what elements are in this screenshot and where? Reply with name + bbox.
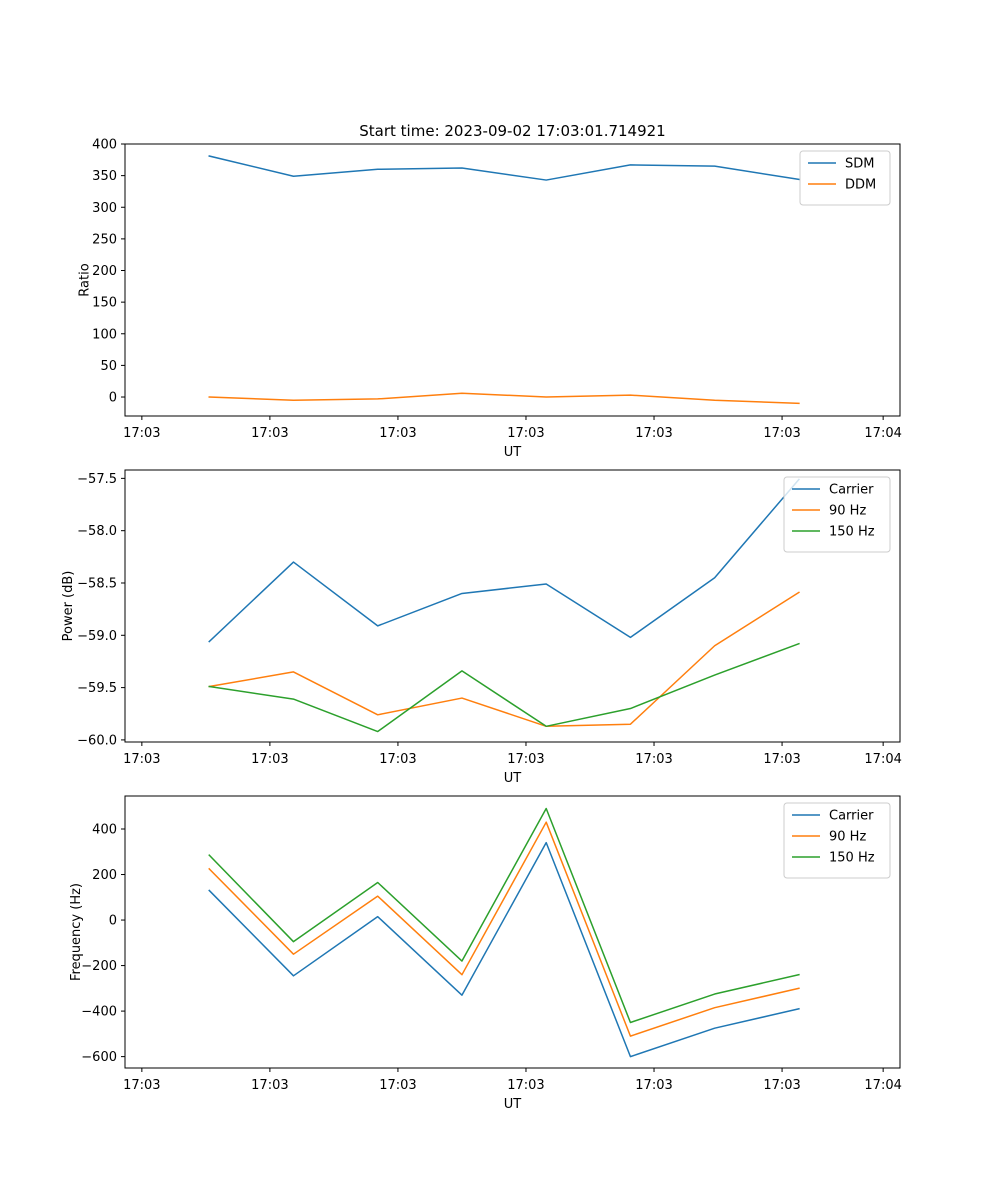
y-tick-label: −600 xyxy=(81,1050,117,1065)
y-tick-label: 250 xyxy=(92,232,117,247)
x-tick-label: 17:03 xyxy=(379,752,416,767)
legend-box xyxy=(799,150,891,206)
legend-label-150-hz: 150 Hz xyxy=(829,851,875,866)
x-tick-label: 17:04 xyxy=(864,426,901,441)
x-tick-label: 17:03 xyxy=(763,752,800,767)
x-tick-label: 17:03 xyxy=(763,1078,800,1093)
x-tick-label: 17:03 xyxy=(123,426,160,441)
series-line-carrier xyxy=(208,478,800,643)
y-tick-label: 350 xyxy=(92,169,117,184)
y-axis-label: Frequency (Hz) xyxy=(69,883,84,981)
axes-frame xyxy=(124,469,901,743)
x-tick-label: 17:03 xyxy=(251,752,288,767)
legend-box xyxy=(783,802,891,879)
x-tick-label: 17:04 xyxy=(864,752,901,767)
legend: SDM DDM xyxy=(799,150,891,206)
y-tick-label: −58.0 xyxy=(77,524,117,539)
frequency-panel: 17:03 17:03 17:03 17:03 17:03 17:03 17:04 −600 −… xyxy=(69,795,902,1112)
series-line-150-hz xyxy=(208,807,800,1024)
x-tick-label: 17:04 xyxy=(864,1078,901,1093)
x-tick-label: 17:03 xyxy=(251,1078,288,1093)
x-axis-label: UT xyxy=(504,445,522,460)
legend-box xyxy=(783,476,891,553)
legend-label-carrier: Carrier xyxy=(829,483,874,498)
x-axis-label: UT xyxy=(504,771,522,786)
y-tick-label: −60.0 xyxy=(77,733,117,748)
series-line-150-hz xyxy=(208,642,800,733)
x-tick-label: 17:03 xyxy=(507,752,544,767)
legend: Carrier 90 Hz 150 Hz xyxy=(783,476,891,553)
axes-frame xyxy=(124,143,901,417)
x-axis-label: UT xyxy=(504,1097,522,1112)
y-tick-label: 200 xyxy=(92,264,117,279)
y-tick-label: −58.5 xyxy=(77,576,117,591)
y-tick-label: 0 xyxy=(109,391,117,406)
y-tick-label: 400 xyxy=(92,823,117,838)
y-axis-label: Power (dB) xyxy=(61,571,76,642)
x-tick-label: 17:03 xyxy=(507,426,544,441)
power-panel: 17:03 17:03 17:03 17:03 17:03 17:03 17:04 −60.0… xyxy=(61,469,902,786)
legend-label-sdm: SDM xyxy=(845,157,874,172)
legend-label-150-hz: 150 Hz xyxy=(829,525,875,540)
series-line-carrier xyxy=(208,841,800,1058)
series-line-sdm xyxy=(208,155,800,181)
x-tick-label: 17:03 xyxy=(635,752,672,767)
y-tick-label: −59.5 xyxy=(77,681,117,696)
y-tick-label: 50 xyxy=(100,359,117,374)
axes-frame xyxy=(124,795,901,1069)
y-tick-label: −57.5 xyxy=(77,472,117,487)
x-tick-label: 17:03 xyxy=(763,426,800,441)
x-tick-label: 17:03 xyxy=(635,426,672,441)
series-line-ddm xyxy=(208,392,800,405)
figure-title: Start time: 2023-09-02 17:03:01.714921 xyxy=(359,122,665,140)
y-tick-label: 150 xyxy=(92,296,117,311)
ratio-panel: 17:03 17:03 17:03 17:03 17:03 17:03 17:04 0 50 10… xyxy=(77,138,901,461)
legend: Carrier 90 Hz 150 Hz xyxy=(783,802,891,879)
legend-label-carrier: Carrier xyxy=(829,809,874,824)
y-axis-label: Ratio xyxy=(77,263,92,296)
y-tick-label: 200 xyxy=(92,868,117,883)
y-tick-label: 100 xyxy=(92,327,117,342)
x-tick-label: 17:03 xyxy=(379,1078,416,1093)
x-tick-label: 17:03 xyxy=(379,426,416,441)
y-tick-label: 300 xyxy=(92,201,117,216)
y-tick-label: 0 xyxy=(109,914,117,929)
y-tick-label: 400 xyxy=(92,138,117,153)
y-tick-label: −200 xyxy=(81,959,117,974)
legend-label-90-hz: 90 Hz xyxy=(829,504,866,519)
x-tick-label: 17:03 xyxy=(251,426,288,441)
series-line-90-hz xyxy=(208,591,800,728)
legend-label-ddm: DDM xyxy=(845,178,876,193)
legend-label-90-hz: 90 Hz xyxy=(829,830,866,845)
y-tick-label: −400 xyxy=(81,1005,117,1020)
x-tick-label: 17:03 xyxy=(635,1078,672,1093)
x-tick-label: 17:03 xyxy=(123,752,160,767)
x-tick-label: 17:03 xyxy=(123,1078,160,1093)
x-tick-label: 17:03 xyxy=(507,1078,544,1093)
series-line-90-hz xyxy=(208,821,800,1037)
y-tick-label: −59.0 xyxy=(77,629,117,644)
